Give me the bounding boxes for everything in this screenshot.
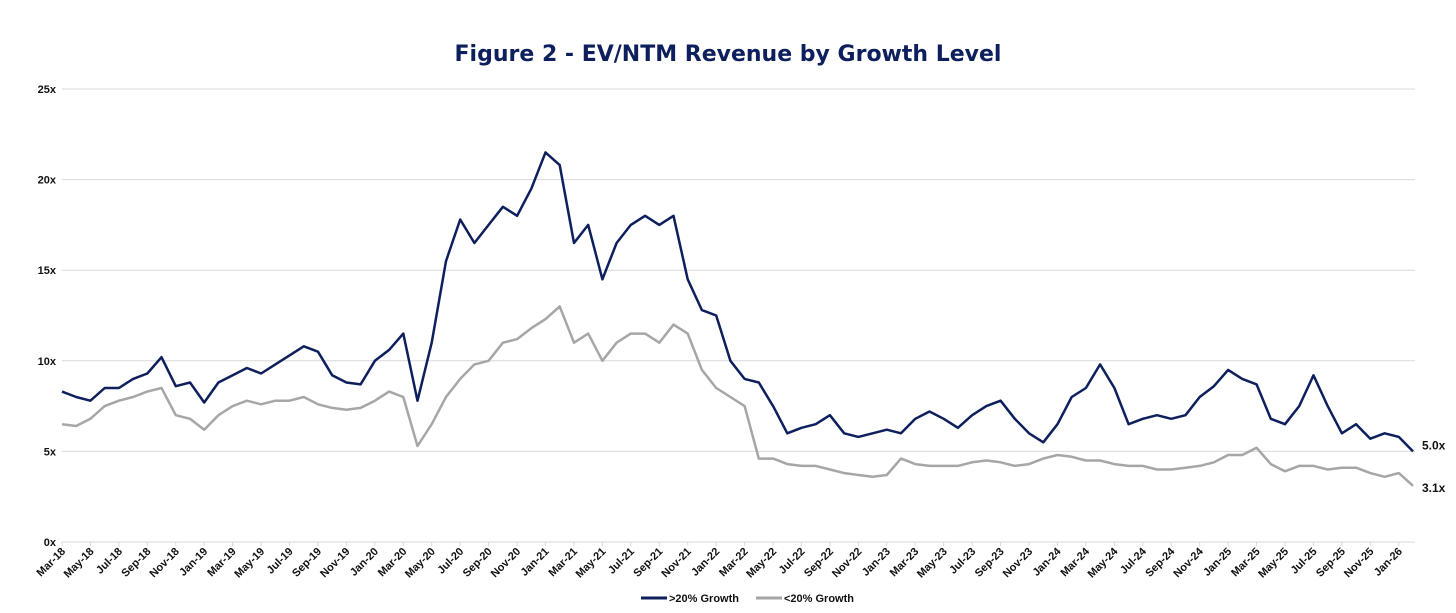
gridlines [62, 88, 1415, 543]
x-tick-label: Jan-23 [860, 546, 893, 579]
series-line-0 [61, 151, 1414, 453]
x-tick-label: May-25 [1256, 546, 1291, 581]
legend-label: >20% Growth [669, 593, 739, 605]
x-tick-label: Jan-24 [1030, 545, 1064, 579]
x-tick-label: Jan-25 [1201, 546, 1234, 579]
x-tick-label: May-18 [62, 546, 97, 581]
x-tick-label: Jan-26 [1372, 546, 1405, 579]
x-tick-label: May-21 [574, 546, 609, 581]
x-tick-label: Sep-21 [631, 546, 665, 580]
x-tick-label: Nov-22 [830, 546, 864, 580]
x-tick-label: Sep-22 [802, 546, 836, 580]
x-tick-label: Sep-18 [119, 546, 153, 580]
x-tick-label: May-19 [232, 546, 267, 581]
x-tick-label: Jan-19 [177, 546, 210, 579]
x-tick-label: Nov-25 [1342, 546, 1376, 580]
plot-area: 3.1x 5.0x [61, 151, 1446, 495]
x-tick-label: Sep-20 [461, 546, 495, 580]
x-tick-label: Sep-25 [1314, 546, 1348, 580]
x-tick-label: Sep-24 [1143, 545, 1178, 580]
x-tick-label: Nov-18 [147, 546, 181, 580]
x-tick-label: Jan-21 [519, 546, 552, 579]
x-tick-label: Sep-19 [290, 546, 324, 580]
x-tick-label: Jan-20 [348, 546, 381, 579]
x-axis: Mar-18May-18Jul-18Sep-18Nov-18Jan-19Mar-… [35, 542, 1405, 580]
y-tick-label: 0x [44, 537, 57, 549]
x-tick-label: May-24 [1086, 545, 1121, 580]
legend-label: <20% Growth [784, 593, 854, 605]
x-tick-label: Nov-20 [489, 546, 523, 580]
end-value-label: 3.1x [1422, 481, 1446, 495]
x-tick-label: Sep-23 [973, 546, 1007, 580]
y-tick-label: 25x [38, 84, 57, 96]
x-tick-label: Nov-21 [659, 546, 693, 580]
y-tick-label: 10x [38, 356, 57, 368]
y-tick-label: 15x [38, 265, 57, 277]
end-value-label: 5.0x [1422, 438, 1446, 452]
y-tick-label: 20x [38, 175, 57, 187]
y-tick-label: 5x [44, 446, 57, 458]
x-tick-label: Nov-24 [1171, 545, 1206, 580]
y-axis: 0x 5x 10x 15x 20x 25x [38, 84, 57, 549]
x-tick-label: May-23 [915, 546, 950, 581]
x-tick-label: Jan-22 [689, 546, 722, 579]
legend: >20% Growth <20% Growth [641, 593, 854, 605]
chart-title: Figure 2 - EV/NTM Revenue by Growth Leve… [455, 42, 1002, 67]
x-tick-label: May-20 [403, 546, 438, 581]
series-line-1 [61, 305, 1414, 487]
x-tick-label: Nov-23 [1001, 546, 1035, 580]
x-tick-label: Nov-19 [318, 546, 352, 580]
x-tick-label: May-22 [744, 546, 779, 581]
